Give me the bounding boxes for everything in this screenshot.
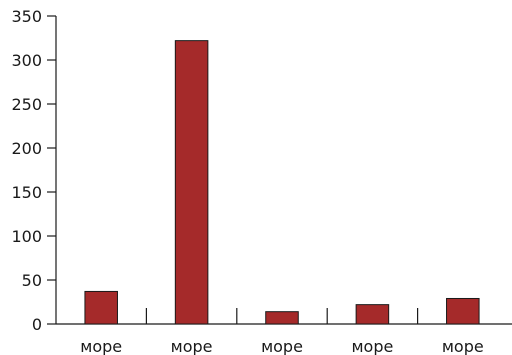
- y-axis: 0 50 100 150 200 250 300 350: [11, 7, 57, 334]
- bar: [355, 304, 390, 325]
- x-category-labels: море море море море море: [80, 337, 483, 355]
- y-tick-label: 150: [11, 183, 42, 202]
- y-tick-label: 50: [22, 271, 42, 290]
- y-tick-label: 100: [11, 227, 42, 246]
- bar: [265, 311, 299, 325]
- x-category-label: море: [442, 337, 484, 355]
- x-category-label: море: [351, 337, 393, 355]
- y-tick-label: 300: [11, 51, 42, 70]
- bar: [174, 40, 209, 325]
- bars: [84, 40, 480, 325]
- bar: [84, 290, 118, 325]
- y-tick-label: 250: [11, 95, 42, 114]
- x-category-label: море: [80, 337, 122, 355]
- x-category-label: море: [171, 337, 213, 355]
- y-tick-label: 0: [32, 315, 42, 334]
- bar: [446, 297, 480, 325]
- y-tick-label: 350: [11, 7, 42, 26]
- x-category-label: море: [261, 337, 303, 355]
- y-tick-label: 200: [11, 139, 42, 158]
